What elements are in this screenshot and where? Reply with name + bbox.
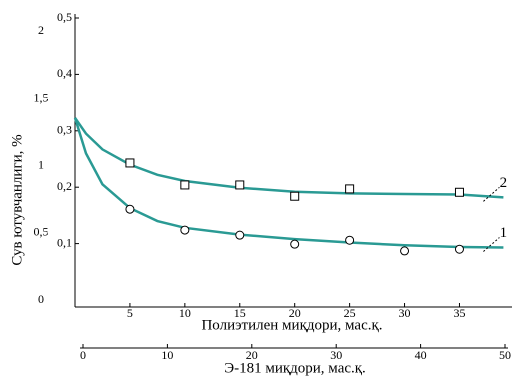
x2-axis-label: Э-181 миқдори, мас.қ. xyxy=(224,360,366,376)
marker xyxy=(400,246,410,256)
x-tick-label: 5 xyxy=(127,306,133,320)
leader-line xyxy=(483,186,500,202)
x-tick-label: 20 xyxy=(289,306,301,320)
fit-curve xyxy=(73,117,504,249)
y-tick-label: 0,4 xyxy=(57,66,72,80)
y-tick-label: 0,1 xyxy=(57,235,72,249)
marker xyxy=(125,204,135,214)
marker xyxy=(290,239,300,249)
marker xyxy=(454,187,464,197)
x-tick-label: 10 xyxy=(179,306,191,320)
marker xyxy=(290,191,300,201)
marker xyxy=(235,180,245,190)
leader-line xyxy=(483,237,500,252)
series-label: 2 xyxy=(500,175,508,191)
x-tick-label: 15 xyxy=(234,306,246,320)
marker xyxy=(454,244,464,254)
marker xyxy=(125,158,135,168)
y2-tick-label: 0,5 xyxy=(34,225,49,239)
y2-tick-label: 1,5 xyxy=(34,90,49,104)
x2-tick-label: 0 xyxy=(80,348,86,362)
marker xyxy=(345,184,355,194)
x-tick-label: 25 xyxy=(344,306,356,320)
marker xyxy=(235,230,245,240)
marker xyxy=(180,225,190,235)
x-axis-label: Полиэтилен миқдори, мас.қ. xyxy=(201,317,382,333)
y-axis-label: Сув ютувчанлиги, % xyxy=(9,134,25,265)
series-label: 1 xyxy=(500,225,508,241)
x2-tick-label: 50 xyxy=(499,348,511,362)
y2-tick-label: 0 xyxy=(38,292,44,306)
x2-tick-label: 40 xyxy=(415,348,427,362)
x-tick-label: 35 xyxy=(453,306,465,320)
y2-tick-label: 2 xyxy=(38,23,44,37)
fit-curve xyxy=(73,117,504,199)
x2-tick-label: 30 xyxy=(330,348,342,362)
y-tick-label: 0,2 xyxy=(57,179,72,193)
y-tick-label: 0,3 xyxy=(57,123,72,137)
x2-tick-label: 10 xyxy=(161,348,173,362)
y-tick-label: 0,5 xyxy=(57,10,72,24)
y2-tick-label: 1 xyxy=(38,157,44,171)
x-tick-label: 30 xyxy=(399,306,411,320)
x2-tick-label: 20 xyxy=(246,348,258,362)
marker xyxy=(180,180,190,190)
marker xyxy=(345,235,355,245)
